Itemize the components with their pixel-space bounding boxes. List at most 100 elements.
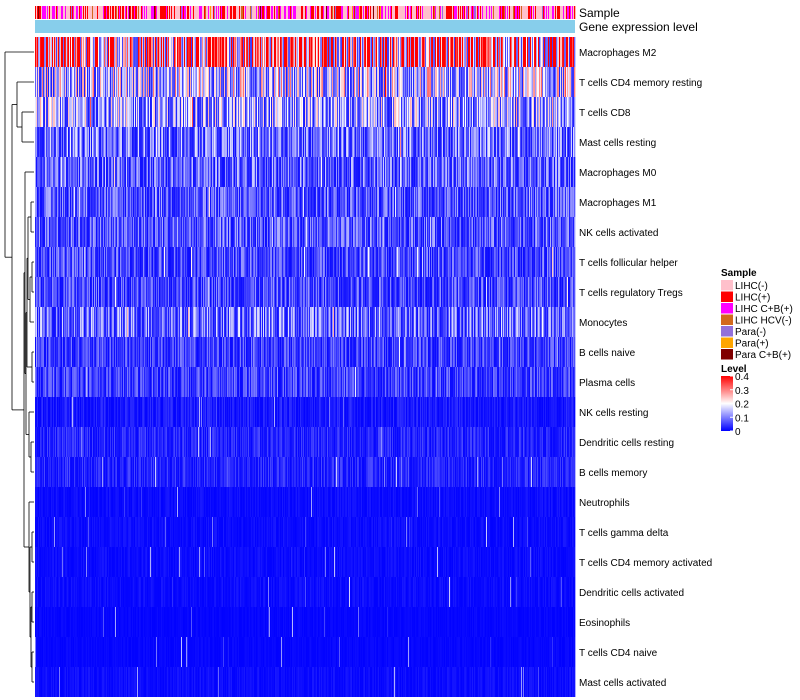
heatmap-cell (305, 127, 307, 157)
sample-annotation-cell (287, 6, 289, 19)
heatmap-cell (114, 127, 116, 157)
heatmap-cell (262, 157, 264, 187)
heatmap-cell (423, 217, 425, 247)
heatmap-cell (42, 97, 44, 127)
heatmap-cell (166, 97, 168, 127)
heatmap-cell (415, 157, 417, 187)
heatmap-cell (165, 157, 167, 187)
heatmap-cell (66, 187, 68, 217)
heatmap-cell (142, 217, 144, 247)
heatmap-cell (102, 37, 104, 67)
heatmap-cell (465, 157, 467, 187)
heatmap-cell (526, 97, 528, 127)
heatmap-cell (347, 127, 349, 157)
heatmap-cell (122, 157, 124, 187)
heatmap-cell (487, 217, 489, 247)
heatmap-cell (68, 67, 70, 97)
heatmap-cell (436, 97, 438, 127)
annotation-tracks (35, 6, 576, 33)
heatmap-cell (193, 217, 195, 247)
heatmap-cell (189, 127, 191, 157)
heatmap-cell (570, 97, 572, 127)
heatmap-cell (389, 127, 391, 157)
heatmap-cell (476, 217, 478, 247)
heatmap-cell (83, 97, 85, 127)
heatmap-cell (158, 67, 160, 97)
heatmap-cell (211, 97, 213, 127)
heatmap-cell (44, 187, 46, 217)
heatmap-cell (543, 187, 545, 217)
heatmap-cell (44, 157, 46, 187)
heatmap-cell (535, 97, 537, 127)
heatmap-cell (274, 247, 276, 277)
heatmap-cell (360, 187, 362, 217)
heatmap-cell (220, 217, 222, 247)
heatmap-cell (506, 217, 508, 247)
heatmap-cell (536, 37, 538, 67)
heatmap-cell (328, 37, 330, 67)
heatmap-cell (147, 187, 149, 217)
heatmap-cell (295, 37, 297, 67)
heatmap-cell (525, 67, 527, 97)
heatmap-cell (354, 67, 356, 97)
heatmap-cell (347, 67, 349, 97)
heatmap-cell (127, 67, 129, 97)
heatmap-cell (293, 247, 295, 277)
heatmap-cell (287, 187, 289, 217)
heatmap-cell (216, 217, 218, 247)
heatmap-cell (540, 97, 542, 127)
heatmap-cell (448, 217, 450, 247)
heatmap-cell (179, 97, 181, 127)
heatmap-cell (517, 127, 519, 157)
sample-annotation-cell (233, 6, 235, 19)
heatmap-cell (55, 127, 57, 157)
heatmap-cell (191, 247, 193, 277)
sample-annotation-cell (70, 6, 72, 19)
heatmap-cell (534, 37, 536, 67)
sample-annotation-cell (38, 6, 40, 19)
heatmap-cell (85, 97, 87, 127)
heatmap-cell (63, 67, 65, 97)
heatmap-cell (108, 37, 110, 67)
heatmap-cell (114, 247, 116, 277)
heatmap-cell (538, 127, 540, 157)
heatmap-cell (209, 97, 211, 127)
heatmap-cell (362, 187, 364, 217)
heatmap-cell (194, 67, 196, 97)
heatmap-cell (110, 127, 112, 157)
heatmap-cell (140, 217, 142, 247)
heatmap-cell (159, 157, 161, 187)
heatmap-cell (234, 187, 236, 217)
heatmap-cell (457, 97, 459, 127)
heatmap-cell (123, 217, 125, 247)
heatmap-cell (553, 97, 555, 127)
heatmap-cell (102, 247, 104, 277)
heatmap-cell (233, 67, 235, 97)
heatmap-cell (441, 67, 443, 97)
heatmap-cell (108, 247, 110, 277)
heatmap-cell (235, 187, 237, 217)
heatmap-cell (92, 157, 94, 187)
heatmap-cell (250, 157, 252, 187)
heatmap-cell (62, 97, 64, 127)
heatmap-cell (310, 67, 312, 97)
sample-annotation-cell (54, 6, 56, 19)
heatmap-cell (275, 67, 277, 97)
heatmap-cell (45, 157, 47, 187)
heatmap-cell (370, 247, 372, 277)
heatmap-cell (278, 187, 280, 217)
heatmap-cell (562, 67, 564, 97)
heatmap-cell (212, 247, 214, 277)
heatmap-cell (263, 37, 265, 67)
heatmap-cell (50, 97, 52, 127)
heatmap-cell (79, 97, 81, 127)
heatmap-cell (74, 37, 76, 67)
heatmap-cell (489, 37, 491, 67)
heatmap-cell (504, 187, 506, 217)
heatmap-cell (204, 37, 206, 67)
heatmap-cell (199, 97, 201, 127)
heatmap-cell (544, 37, 546, 67)
sample-annotation-cell (403, 6, 405, 19)
heatmap-cell (347, 217, 349, 247)
heatmap-cell (160, 97, 162, 127)
